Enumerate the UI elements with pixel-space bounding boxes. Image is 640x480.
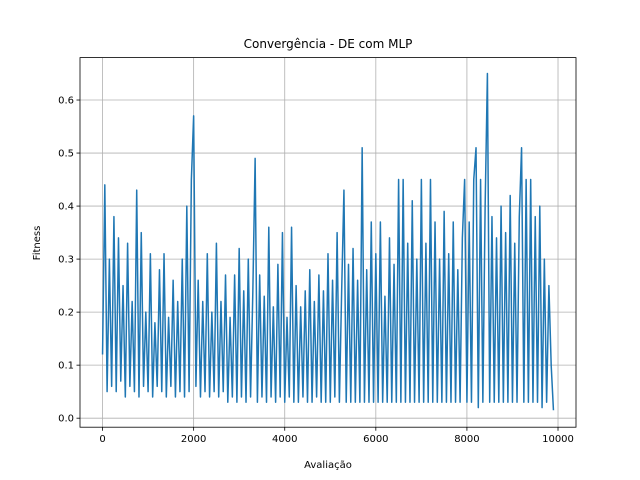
y-tick-label: 0.6 (58, 96, 74, 107)
y-tick-label: 0.1 (58, 361, 74, 372)
axes-frame (79, 57, 577, 428)
y-tick-label: 0.5 (58, 149, 74, 160)
y-axis-label: Fitness (32, 226, 43, 261)
data-line (101, 72, 555, 411)
x-tick-label: 4000 (272, 434, 297, 445)
x-tick-label: 8000 (454, 434, 479, 445)
y-tick-label: 0.4 (58, 202, 74, 213)
y-tick-label: 0.2 (58, 308, 74, 319)
x-tick-label: 0 (99, 434, 105, 445)
x-tick-label: 2000 (181, 434, 206, 445)
y-tick-label: 0.3 (58, 255, 74, 266)
y-tick-label: 0.0 (58, 414, 74, 425)
x-tick-label: 6000 (363, 434, 388, 445)
x-tick-label: 10000 (542, 434, 574, 445)
chart-title: Convergência - DE com MLP (244, 37, 413, 51)
x-axis-label: Avaliação (304, 460, 352, 471)
